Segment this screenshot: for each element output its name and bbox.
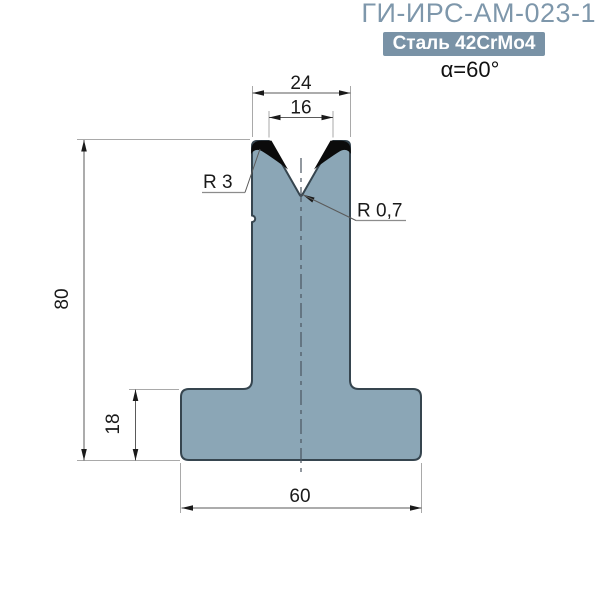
angle-label: α=60° bbox=[440, 57, 500, 82]
leader-line-r3 bbox=[244, 148, 261, 193]
dim-label-v-opening: 16 bbox=[290, 98, 311, 119]
die-body bbox=[180, 140, 422, 461]
page-title: ГИ-ИРС-АМ-023-1 bbox=[361, 0, 596, 28]
dim-label-total-height: 80 bbox=[52, 288, 73, 309]
arrowhead-80-top bbox=[81, 140, 87, 152]
arrowhead-16-left bbox=[269, 114, 281, 121]
hardened-zone-right bbox=[314, 140, 351, 170]
dim-label-base-height: 18 bbox=[103, 413, 124, 434]
dim-label-top-width: 24 bbox=[290, 73, 312, 94]
radius-label-shoulder: R 3 bbox=[203, 172, 233, 193]
arrowhead-18-top bbox=[132, 389, 139, 401]
arrowhead-60-left bbox=[181, 505, 193, 511]
hardened-zone-left bbox=[251, 140, 288, 170]
arrowhead-60-right bbox=[410, 505, 422, 511]
arrowhead-16-right bbox=[321, 114, 333, 121]
arrowhead-24-left bbox=[252, 90, 264, 96]
dim-label-base-width: 60 bbox=[289, 486, 310, 507]
material-badge: Сталь 42CrMo4 bbox=[383, 32, 545, 56]
arrowhead-18-bottom bbox=[132, 449, 139, 461]
leader-line-r07 bbox=[302, 194, 357, 221]
radius-label-tip: R 0,7 bbox=[357, 201, 402, 222]
arrowhead-24-right bbox=[339, 90, 351, 96]
arrowhead-80-bottom bbox=[81, 449, 87, 461]
